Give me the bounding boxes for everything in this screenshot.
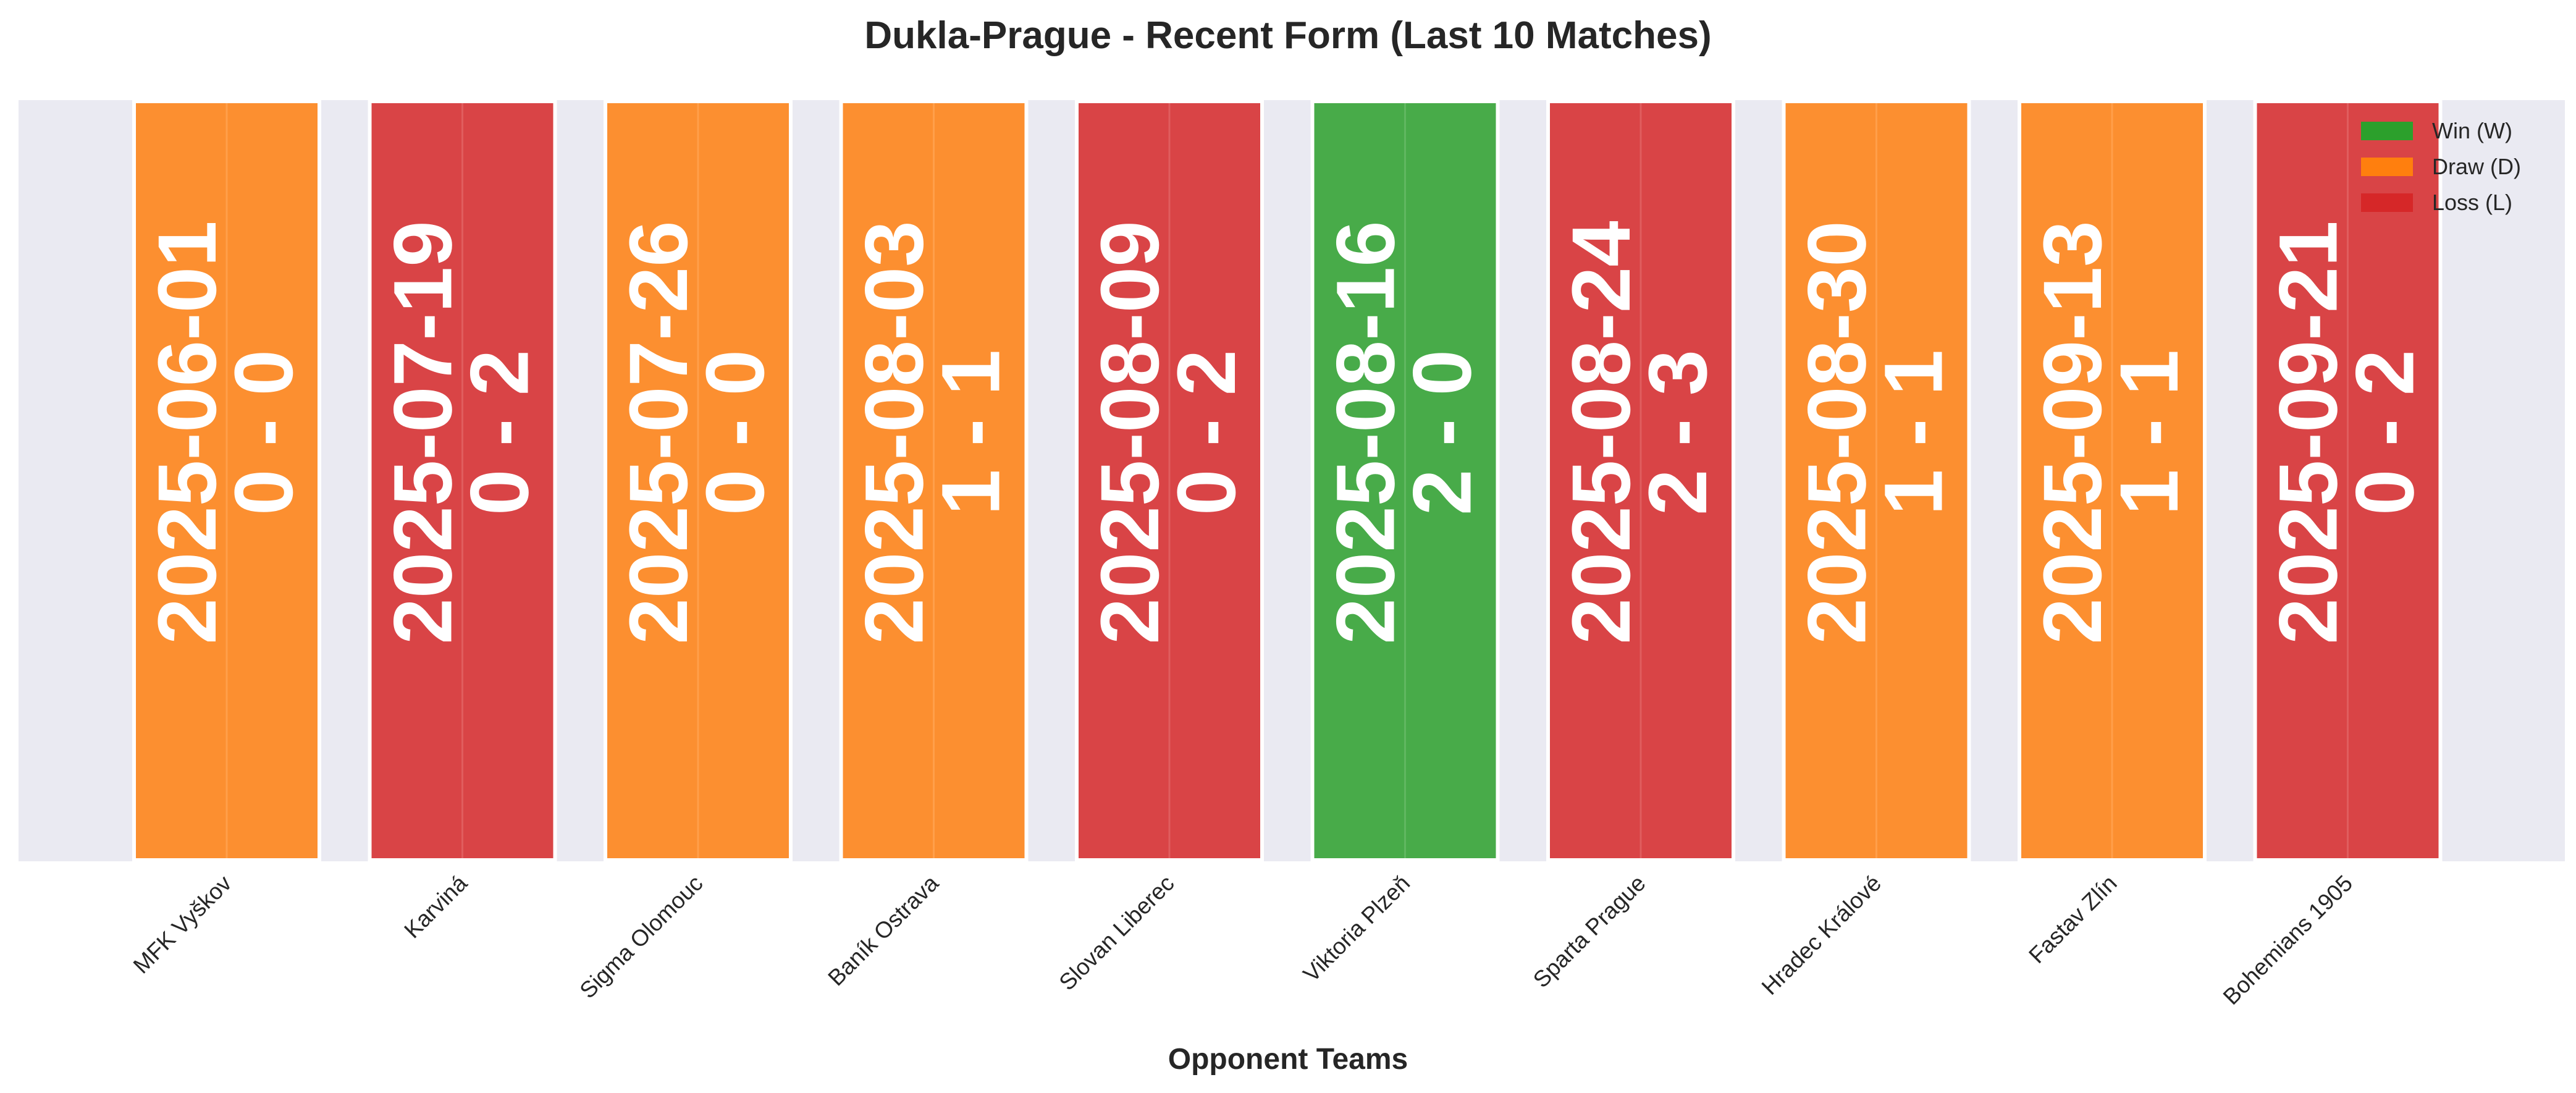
legend-swatch-L: [2361, 193, 2413, 212]
x-tick-labels: MFK Vyškov Karviná Sigma Olomouc Baník Ostr…: [128, 870, 2357, 1010]
legend-swatch-D: [2361, 158, 2413, 176]
legend-label-D: Draw (D): [2432, 154, 2521, 179]
x-axis-label: Opponent Teams: [1168, 1043, 1408, 1076]
bar-5: [1075, 99, 1264, 862]
bar-label-8: 2025-08-301 - 1: [1791, 221, 1960, 644]
bar-6: [1310, 99, 1500, 862]
x-tick-label: MFK Vyškov: [128, 870, 237, 978]
bar-date-label: 2025-06-01: [141, 221, 234, 644]
legend-label-L: Loss (L): [2432, 190, 2512, 215]
bar-date-label: 2025-08-03: [849, 221, 941, 644]
x-tick-label: Viktoria Plzeň: [1299, 871, 1415, 987]
bar-3: [604, 99, 793, 862]
x-tick-label: Sparta Prague: [1528, 871, 1651, 993]
bar-label-1: 2025-06-010 - 0: [141, 221, 310, 644]
bar-date-label: 2025-08-24: [1555, 221, 1648, 644]
x-tick-label: Karviná: [399, 870, 472, 943]
bar-score-label: 0 - 2: [2339, 350, 2431, 515]
bars-group: [132, 99, 2443, 862]
bar-label-4: 2025-08-031 - 1: [849, 221, 1017, 644]
bar-4: [839, 99, 1029, 862]
bar-score-label: 0 - 2: [454, 350, 546, 515]
bar-label-7: 2025-08-242 - 3: [1555, 221, 1724, 644]
x-tick-label: Sigma Olomouc: [575, 871, 708, 1003]
bar-2: [368, 99, 557, 862]
x-tick-label: Slovan Liberec: [1054, 871, 1179, 995]
chart-title: Dukla-Prague - Recent Form (Last 10 Matc…: [864, 14, 1711, 57]
bar-date-label: 2025-07-19: [377, 221, 469, 644]
bar-date-label: 2025-07-26: [613, 221, 705, 644]
bar-label-5: 2025-08-090 - 2: [1084, 221, 1253, 644]
bar-10: [2253, 99, 2443, 862]
bar-date-label: 2025-08-30: [1791, 221, 1884, 644]
bar-labels-group: 2025-06-010 - 0 2025-07-190 - 2 2025-07-26…: [141, 221, 2431, 644]
bar-score-label: 0 - 0: [689, 350, 781, 515]
bar-score-label: 0 - 0: [218, 350, 310, 515]
bar-score-label: 1 - 1: [2103, 350, 2195, 515]
bar-9: [2018, 99, 2207, 862]
bar-score-label: 1 - 1: [925, 350, 1017, 515]
x-tick-label: Bohemians 1905: [2218, 871, 2357, 1010]
bar-label-2: 2025-07-190 - 2: [377, 221, 546, 644]
x-tick-label: Fastav Zlín: [2024, 871, 2121, 968]
bar-date-label: 2025-09-21: [2263, 221, 2355, 644]
bar-8: [1782, 99, 1971, 862]
bar-label-9: 2025-09-131 - 1: [2027, 221, 2195, 644]
bar-1: [132, 99, 321, 862]
bar-7: [1546, 99, 1735, 862]
legend-swatch-W: [2361, 122, 2413, 140]
bar-score-label: 2 - 0: [1397, 350, 1489, 515]
bar-score-label: 0 - 2: [1161, 350, 1253, 515]
legend-label-W: Win (W): [2432, 118, 2512, 143]
bar-label-10: 2025-09-210 - 2: [2263, 221, 2431, 644]
bar-date-label: 2025-08-16: [1320, 221, 1412, 644]
legend: Win (W) Draw (D) Loss (L): [2361, 118, 2521, 215]
x-tick-label: Baník Ostrava: [823, 870, 943, 990]
bar-date-label: 2025-08-09: [1084, 221, 1176, 644]
bar-score-label: 2 - 3: [1632, 350, 1724, 515]
bar-label-3: 2025-07-260 - 0: [613, 221, 781, 644]
bar-score-label: 1 - 1: [1868, 350, 1960, 515]
bar-date-label: 2025-09-13: [2027, 221, 2119, 644]
x-tick-label: Hradec Králové: [1757, 871, 1886, 1000]
bar-label-6: 2025-08-162 - 0: [1320, 221, 1489, 644]
